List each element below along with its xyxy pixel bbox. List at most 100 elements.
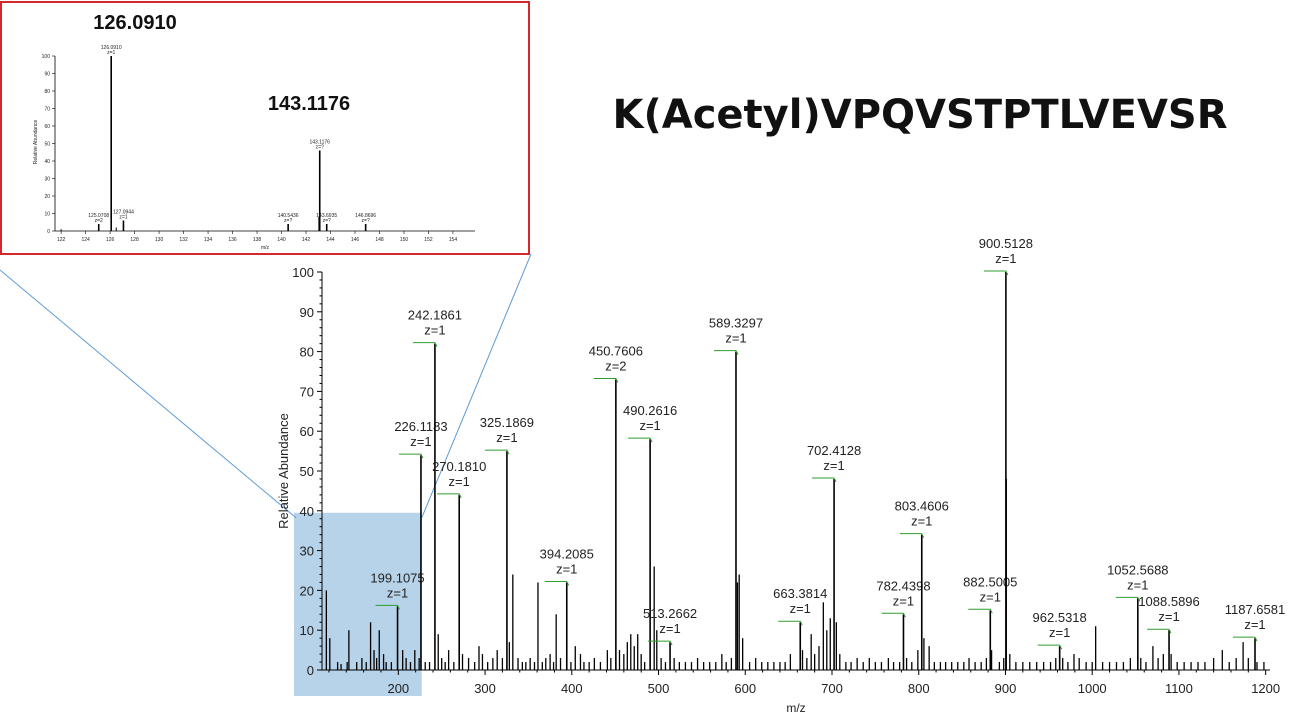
- inset-x-tick-label: 148: [375, 237, 384, 243]
- peak-mz-label: 589.3297: [709, 316, 763, 331]
- inset-peak-mz-label: 127.0944: [113, 210, 134, 216]
- inset-peak-mz-label: 125.0708: [88, 213, 109, 219]
- inset-peak-mz-label: 146.8696: [355, 213, 376, 219]
- inset-y-tick-label: 50: [44, 142, 50, 148]
- inset-x-tick-label: 154: [449, 237, 458, 243]
- y-tick-label: 60: [300, 424, 314, 439]
- peak-marker-tick: [812, 477, 837, 483]
- inset-x-tick-label: 126: [106, 237, 115, 243]
- peak-marker-tick: [375, 604, 400, 610]
- peak-marker-tick: [484, 449, 510, 455]
- inset-y-tick-label: 10: [44, 212, 50, 218]
- inset-zoom-frame: [0, 1, 530, 255]
- peak-charge-label: z=1: [1127, 577, 1148, 592]
- inset-x-tick-label: 122: [57, 237, 66, 243]
- peak-charge-label: z=1: [387, 585, 408, 600]
- peptide-sequence-title: K(Acetyl)VPQVSTPTLVEVSR: [612, 92, 1228, 138]
- peak-mz-label: 394.2085: [540, 546, 594, 561]
- peak-mz-label: 270.1810: [432, 459, 486, 474]
- peak-marker-tick: [437, 493, 462, 499]
- inset-peak-charge-label: z=?: [284, 218, 292, 224]
- inset-x-tick-label: 134: [204, 237, 213, 243]
- peak-marker-tick: [398, 453, 424, 459]
- y-tick-label: 50: [300, 464, 314, 479]
- inset-x-tick-label: 138: [253, 237, 262, 243]
- inset-callout-label: 143.1176: [268, 93, 350, 115]
- y-tick-label: 80: [300, 345, 314, 360]
- peak-marker-tick: [1037, 644, 1063, 650]
- inset-y-tick-label: 80: [44, 89, 50, 95]
- x-tick-label: 1100: [1165, 681, 1193, 696]
- x-tick-label: 300: [474, 681, 496, 696]
- peak-mz-label: 1052.5688: [1107, 562, 1168, 577]
- inset-x-tick-label: 124: [81, 237, 90, 243]
- peak-marker-tick: [713, 350, 739, 355]
- x-tick-label: 200: [387, 681, 409, 696]
- peak-marker-tick: [968, 608, 993, 614]
- inset-y-tick-label: 60: [44, 124, 50, 130]
- inset-peak-charge-label: z=1: [119, 215, 127, 221]
- inset-x-tick-label: 144: [326, 237, 335, 243]
- inset-peak-mz-label: 126.0910: [101, 45, 122, 51]
- peak-mz-label: 782.4398: [876, 578, 930, 593]
- peak-marker-tick: [412, 342, 438, 347]
- peak-mz-label: 226.1183: [394, 419, 447, 434]
- peak-charge-label: z=1: [790, 601, 811, 616]
- inset-x-tick-label: 136: [228, 237, 237, 243]
- peak-charge-label: z=1: [496, 430, 517, 445]
- peak-mz-label: 900.5128: [979, 236, 1033, 251]
- zoom-connector-line: [0, 269, 297, 519]
- inset-x-tick-label: 130: [155, 237, 164, 243]
- peak-mz-label: 325.1869: [480, 415, 534, 430]
- x-tick-label: 800: [908, 681, 930, 696]
- x-tick-label: 1000: [1078, 681, 1107, 696]
- peak-marker-tick: [778, 620, 803, 626]
- inset-y-tick-label: 0: [47, 229, 50, 235]
- peak-mz-label: 513.2662: [643, 606, 697, 621]
- peak-charge-label: z=1: [823, 458, 844, 473]
- peak-charge-label: z=1: [980, 589, 1001, 604]
- inset-peak-mz-label: 143.1176: [309, 140, 330, 146]
- inset-peak-charge-label: z=2: [95, 218, 103, 224]
- inset-y-axis-title: Relative Abundance: [33, 120, 39, 165]
- peak-charge-label: z=1: [1049, 625, 1070, 640]
- peak-charge-label: z=1: [1158, 609, 1179, 624]
- zoom-highlight-region: [294, 512, 422, 696]
- x-tick-label: 900: [995, 681, 1017, 696]
- x-tick-label: 1200: [1251, 681, 1280, 696]
- peak-charge-label: z=1: [659, 621, 680, 636]
- y-tick-label: 30: [300, 544, 314, 559]
- peak-mz-label: 1088.5896: [1138, 594, 1199, 609]
- peak-marker-tick: [648, 640, 673, 646]
- peak-mz-label: 702.4128: [807, 443, 861, 458]
- inset-y-tick-label: 90: [44, 72, 50, 78]
- inset-x-tick-label: 152: [424, 237, 433, 243]
- peak-marker-tick: [628, 437, 653, 443]
- inset-peak-charge-label: z=1: [107, 50, 115, 56]
- inset-callout-label: 126.0910: [93, 12, 176, 34]
- peak-mz-label: 242.1861: [408, 308, 462, 323]
- y-tick-label: 40: [300, 504, 314, 519]
- peak-marker-tick: [983, 270, 1009, 276]
- peak-charge-label: z=1: [911, 514, 932, 529]
- peak-mz-label: 450.7606: [589, 343, 643, 358]
- inset-x-tick-label: 142: [302, 237, 311, 243]
- peak-charge-label: z=1: [1244, 617, 1265, 632]
- peak-charge-label: z=1: [725, 331, 746, 346]
- y-axis-title: Relative Abundance: [276, 413, 291, 529]
- y-tick-label: 0: [307, 663, 314, 678]
- peak-charge-label: z=1: [639, 418, 660, 433]
- peak-charge-label: z=1: [556, 561, 577, 576]
- peak-mz-label: 663.3814: [773, 586, 827, 601]
- y-tick-label: 10: [300, 623, 314, 638]
- peak-mz-label: 803.4606: [895, 499, 949, 514]
- peak-mz-label: 490.2616: [623, 403, 677, 418]
- peak-marker-tick: [593, 377, 619, 383]
- peak-charge-label: z=1: [995, 251, 1016, 266]
- inset-x-tick-label: 140: [277, 237, 286, 243]
- peak-marker-tick: [1115, 596, 1141, 602]
- inset-peak-charge-label: z=?: [362, 218, 370, 224]
- y-tick-label: 20: [300, 583, 314, 598]
- inset-x-tick-label: 128: [130, 237, 139, 243]
- x-tick-label: 500: [648, 681, 670, 696]
